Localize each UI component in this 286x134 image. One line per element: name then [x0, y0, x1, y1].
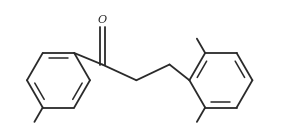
Text: O: O — [98, 15, 107, 25]
